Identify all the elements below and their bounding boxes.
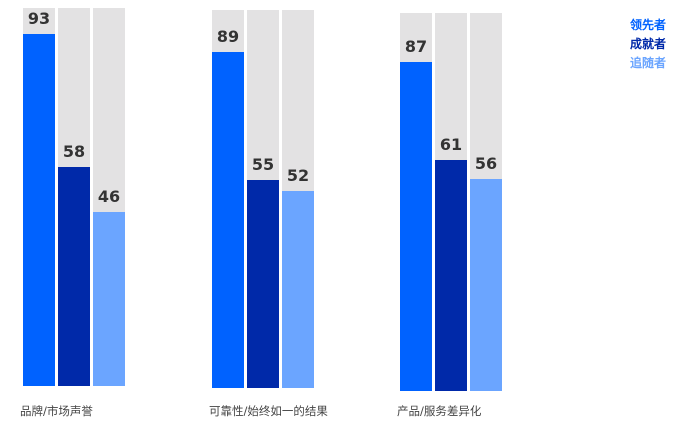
legend-item-achievers: 成就者 [629, 37, 666, 51]
legend: 领先者 成就者 追随者 [630, 16, 666, 73]
category-label: 可靠性/始终如一的结果 [209, 404, 328, 418]
bar-followers [282, 191, 314, 388]
bar-leaders [23, 34, 55, 386]
data-label: 58 [62, 141, 86, 161]
data-label: 87 [404, 37, 428, 57]
legend-item-followers: 追随者 [629, 56, 666, 70]
data-label: 52 [286, 166, 310, 186]
legend-item-leaders: 领先者 [629, 18, 666, 32]
bar-achievers [247, 180, 279, 388]
data-label: 55 [251, 155, 275, 175]
data-label: 89 [216, 26, 240, 46]
bar-followers [470, 179, 502, 391]
data-label: 56 [474, 154, 498, 174]
data-label: 93 [27, 9, 51, 29]
bar-leaders [212, 51, 244, 388]
category-label: 产品/服务差异化 [397, 404, 482, 418]
bar-followers [93, 212, 125, 386]
data-label: 46 [97, 187, 121, 207]
bar-achievers [435, 160, 467, 391]
data-label: 61 [439, 135, 463, 155]
bar-achievers [58, 166, 90, 386]
category-label: 品牌/市场声誉 [20, 404, 93, 418]
bar-leaders [400, 62, 432, 391]
